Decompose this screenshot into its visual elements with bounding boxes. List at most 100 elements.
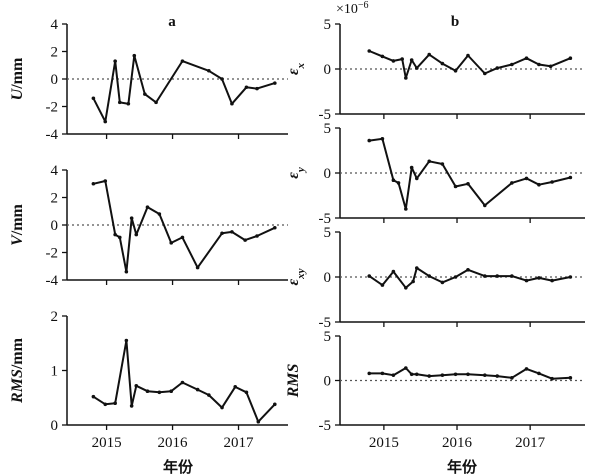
data-point-V-11 xyxy=(195,265,200,270)
panel-ey: -5 0 5 εy xyxy=(285,121,585,227)
y-tick-label-exy: 0 xyxy=(324,270,332,286)
data-point-RMS_a-6 xyxy=(145,389,150,394)
y-tick-label-ey: -5 xyxy=(319,211,332,227)
data-point-exy-15 xyxy=(550,278,554,283)
data-point-RMS_a-8 xyxy=(169,389,174,394)
data-point-U-4 xyxy=(126,101,131,106)
data-point-ex-6 xyxy=(414,66,419,70)
data-point-RMS_b-12 xyxy=(510,376,514,380)
data-point-RMS_a-11 xyxy=(207,393,211,397)
data-point-ex-3 xyxy=(400,57,404,61)
y-tick-label-U: 2 xyxy=(51,45,59,61)
x-tick-label-a: 2015 xyxy=(92,435,122,451)
data-point-exy-5 xyxy=(414,266,419,270)
data-point-ex-14 xyxy=(524,56,529,60)
y-tick-label-RMS_a: 2 xyxy=(51,309,59,325)
data-point-exy-11 xyxy=(495,274,500,278)
data-point-ex-11 xyxy=(483,71,487,76)
y-tick-label-V: -2 xyxy=(46,246,59,262)
data-point-exy-14 xyxy=(537,276,541,280)
y-tick-label-V: 2 xyxy=(51,191,59,207)
data-point-ex-9 xyxy=(453,69,458,73)
data-point-ex-17 xyxy=(568,56,573,60)
data-point-V-2 xyxy=(113,232,117,237)
y-tick-label-RMS_b: -5 xyxy=(319,418,332,434)
y-axis-label-exy: εxy xyxy=(285,268,307,285)
data-point-exy-16 xyxy=(568,275,573,279)
data-point-ey-16 xyxy=(568,175,573,180)
data-point-V-7 xyxy=(145,205,150,209)
data-point-ex-4 xyxy=(404,76,408,80)
x-tick-label-b: 2015 xyxy=(369,435,399,451)
data-point-RMS_b-13 xyxy=(524,367,529,371)
data-point-RMS_b-9 xyxy=(466,372,470,377)
data-point-exy-9 xyxy=(466,268,470,272)
data-point-RMS_b-4 xyxy=(409,372,414,377)
data-point-ey-4 xyxy=(404,207,408,211)
panel-RMS_b: -5 0 5 RMS xyxy=(285,329,585,434)
y-tick-label-ey: 5 xyxy=(324,121,332,137)
data-point-U-11 xyxy=(230,101,234,106)
data-point-ey-10 xyxy=(466,182,470,186)
data-point-V-5 xyxy=(129,216,134,220)
data-point-ey-13 xyxy=(524,176,529,181)
data-point-exy-4 xyxy=(411,279,415,284)
data-point-V-14 xyxy=(243,238,247,242)
data-point-exy-8 xyxy=(453,275,458,279)
y-axis-label-ey: εy xyxy=(285,167,307,179)
data-point-U-14 xyxy=(273,81,277,85)
data-point-RMS_b-0 xyxy=(367,371,372,376)
data-point-RMS_b-5 xyxy=(414,372,419,377)
data-point-ex-13 xyxy=(510,62,514,67)
panel-RMS_a: 0 1 2 RMS/mm xyxy=(9,309,288,434)
y-tick-label-exy: 5 xyxy=(324,225,332,241)
data-point-ey-6 xyxy=(414,176,419,181)
data-point-exy-12 xyxy=(510,274,514,278)
y-tick-label-exy: -5 xyxy=(319,315,332,331)
data-point-U-8 xyxy=(180,59,185,63)
data-point-RMS_b-1 xyxy=(380,371,385,376)
x-axis-label-a: 年份 xyxy=(163,458,194,476)
data-point-RMS_a-13 xyxy=(233,385,238,389)
data-point-U-1 xyxy=(103,119,108,124)
data-point-RMS_b-7 xyxy=(440,373,445,377)
y-axis-label-U: U/mm xyxy=(9,57,26,100)
data-point-U-13 xyxy=(255,86,259,91)
x-tick-label-b: 2016 xyxy=(442,435,473,451)
data-point-ex-12 xyxy=(495,66,500,70)
data-point-ey-3 xyxy=(396,181,401,185)
data-point-exy-2 xyxy=(391,269,396,274)
data-point-ey-12 xyxy=(510,181,514,185)
y-tick-label-ey: 0 xyxy=(324,166,332,182)
data-point-RMS_a-5 xyxy=(134,383,139,388)
data-point-V-9 xyxy=(169,241,174,245)
data-point-U-6 xyxy=(143,92,147,96)
data-point-ex-8 xyxy=(440,61,445,66)
data-point-U-7 xyxy=(154,100,158,105)
data-point-RMS_a-9 xyxy=(180,380,185,385)
panel-V: -4 -2 0 2 4 V/mm xyxy=(9,163,288,289)
data-point-ey-15 xyxy=(550,180,554,184)
data-point-ex-15 xyxy=(537,62,541,67)
series-line-ey xyxy=(369,137,571,210)
data-point-RMS_a-10 xyxy=(195,387,200,392)
y-axis-label-V: V/mm xyxy=(9,203,26,245)
y-axis-label-RMS_b: RMS xyxy=(285,364,302,399)
data-point-RMS_a-16 xyxy=(273,402,277,407)
data-point-U-5 xyxy=(132,53,137,58)
x-tick-label-a: 2016 xyxy=(158,435,189,451)
data-point-RMS_a-1 xyxy=(103,402,108,407)
x-axis-label-b: 年份 xyxy=(447,458,478,476)
data-point-V-0 xyxy=(91,181,96,186)
panel-U: -4 -2 0 2 4 U/mm xyxy=(9,17,288,143)
data-point-U-0 xyxy=(91,96,96,101)
data-point-ex-2 xyxy=(391,59,396,63)
panel-ex: -5 0 5 εx ×10−6 xyxy=(285,0,585,123)
data-point-RMS_a-4 xyxy=(129,404,134,408)
data-point-V-3 xyxy=(117,235,122,240)
data-point-ey-9 xyxy=(453,184,458,189)
data-point-RMS_a-3 xyxy=(124,338,129,343)
data-point-U-10 xyxy=(220,77,224,81)
y-tick-label-V: -4 xyxy=(46,273,59,289)
